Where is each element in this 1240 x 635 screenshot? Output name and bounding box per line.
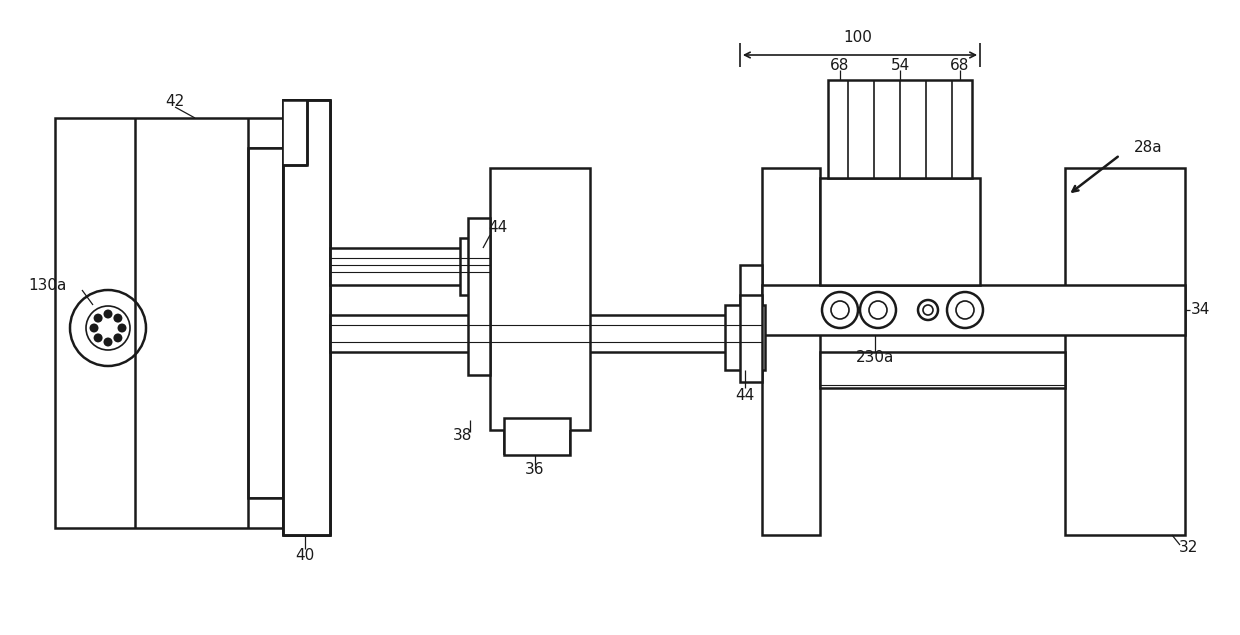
Bar	[460, 238, 498, 295]
Bar	[490, 168, 590, 430]
Circle shape	[89, 323, 98, 333]
Bar	[740, 295, 763, 382]
Circle shape	[113, 314, 123, 323]
Bar	[725, 305, 765, 370]
Polygon shape	[283, 100, 330, 535]
Text: 32: 32	[1178, 540, 1198, 556]
Circle shape	[103, 309, 113, 319]
Text: 28a: 28a	[1133, 140, 1162, 156]
Text: 230a: 230a	[856, 351, 894, 366]
Circle shape	[113, 333, 123, 342]
Text: 54: 54	[890, 58, 910, 72]
Circle shape	[93, 314, 103, 323]
Bar	[467, 218, 490, 375]
Bar	[283, 100, 308, 125]
Text: 100: 100	[843, 30, 873, 46]
Bar	[248, 148, 283, 498]
Bar	[283, 100, 330, 535]
Bar	[330, 248, 490, 285]
Text: 42: 42	[165, 95, 185, 109]
Bar	[828, 80, 972, 178]
Bar	[503, 418, 570, 455]
Text: 44: 44	[735, 387, 755, 403]
Bar	[55, 118, 283, 528]
Circle shape	[93, 333, 103, 342]
Bar	[330, 315, 763, 352]
Text: 130a: 130a	[29, 277, 67, 293]
Text: 68: 68	[831, 58, 849, 72]
Text: 36: 36	[526, 462, 544, 478]
Text: 68: 68	[950, 58, 970, 72]
Text: 44: 44	[489, 220, 507, 236]
Bar	[820, 178, 980, 285]
Circle shape	[103, 337, 113, 347]
Bar	[740, 265, 763, 352]
Bar	[1065, 168, 1185, 535]
Text: 40: 40	[295, 547, 315, 563]
Text: 34: 34	[1190, 302, 1210, 318]
Bar	[763, 285, 1185, 335]
Bar	[763, 168, 820, 535]
Bar	[283, 100, 330, 535]
Circle shape	[118, 323, 126, 333]
Text: 38: 38	[453, 427, 471, 443]
Bar	[820, 352, 1065, 388]
